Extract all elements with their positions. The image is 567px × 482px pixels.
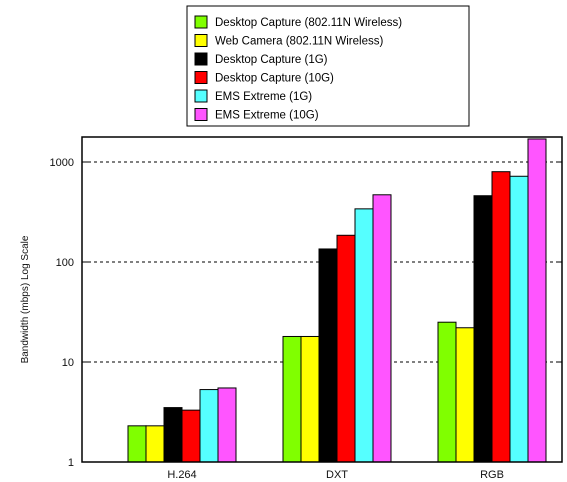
legend-swatch <box>194 52 208 66</box>
bar <box>181 409 201 463</box>
bar <box>336 234 356 463</box>
legend-label: Web Camera (802.11N Wireless) <box>215 36 383 48</box>
bar <box>527 138 547 463</box>
bar <box>354 208 374 463</box>
legend-label: EMS Extreme (10G) <box>215 110 319 122</box>
legend-label: Desktop Capture (802.11N Wireless) <box>215 17 402 29</box>
bar <box>491 171 511 463</box>
bar <box>318 248 338 463</box>
y-tick-label: 10 <box>62 357 74 369</box>
x-tick-label: H.264 <box>167 469 196 481</box>
bars <box>127 138 547 463</box>
bar <box>509 175 529 463</box>
bar <box>217 387 237 463</box>
legend: Desktop Capture (802.11N Wireless) Web Ca… <box>186 5 470 127</box>
y-tick-label: 100 <box>56 257 74 269</box>
y-tick-label: 1000 <box>50 157 74 169</box>
legend-swatch <box>194 71 208 84</box>
plot-frame <box>81 136 563 463</box>
bar <box>282 335 302 463</box>
bar <box>163 407 183 463</box>
bar <box>455 327 475 463</box>
legend-swatch <box>194 15 208 29</box>
bar <box>127 425 147 463</box>
bar <box>300 335 320 463</box>
legend-swatch <box>194 108 208 121</box>
bar <box>372 194 392 463</box>
x-tick-label: RGB <box>480 469 504 481</box>
x-tick-label: DXT <box>326 469 348 481</box>
x-axis: H.264 DXT RGB <box>167 456 504 481</box>
legend-swatch <box>194 89 208 103</box>
bar <box>473 195 493 463</box>
legend-swatch <box>194 34 208 47</box>
legend-label: EMS Extreme (1G) <box>215 91 312 103</box>
bar <box>145 425 165 463</box>
legend-box <box>186 5 470 127</box>
bar <box>199 389 219 463</box>
y-axis-title: Bandwidth (mbps) Log Scale <box>20 235 31 363</box>
legend-label: Desktop Capture (10G) <box>215 73 334 85</box>
y-axis: 1 10 100 1000 <box>50 157 562 469</box>
bar <box>437 321 457 463</box>
legend-label: Desktop Capture (1G) <box>215 54 328 66</box>
y-tick-label: 1 <box>68 457 74 469</box>
